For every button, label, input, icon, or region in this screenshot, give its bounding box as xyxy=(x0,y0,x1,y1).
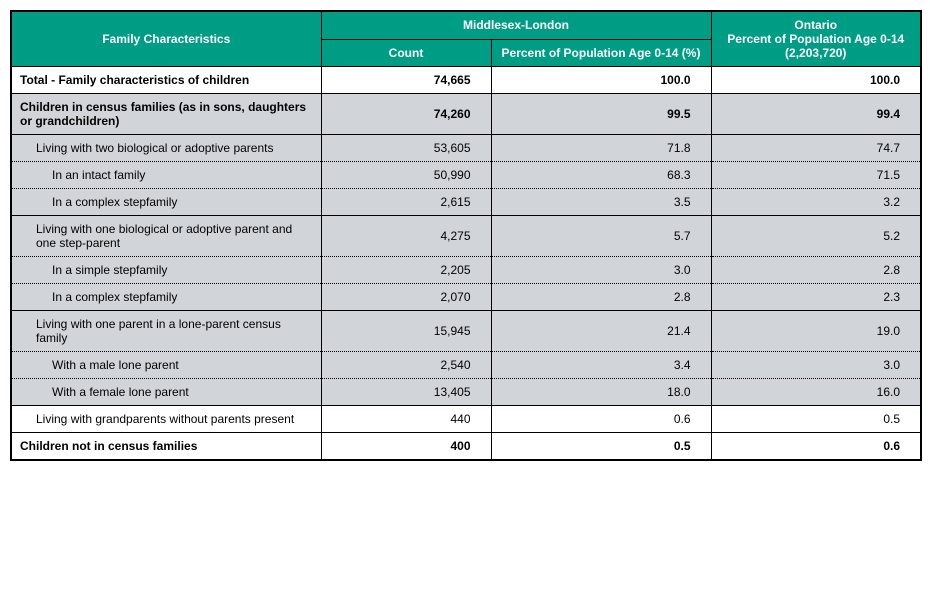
row-pct: 5.7 xyxy=(491,216,711,257)
row-ontario: 2.3 xyxy=(711,284,921,311)
row-ontario: 19.0 xyxy=(711,311,921,352)
table-row: In a complex stepfamily2,0702.82.3 xyxy=(11,284,921,311)
table-row: Total - Family characteristics of childr… xyxy=(11,67,921,94)
row-label: Living with grandparents without parents… xyxy=(11,406,321,433)
row-ontario: 0.6 xyxy=(711,433,921,461)
row-count: 74,260 xyxy=(321,94,491,135)
row-pct: 0.6 xyxy=(491,406,711,433)
row-count: 13,405 xyxy=(321,379,491,406)
table-row: With a male lone parent2,5403.43.0 xyxy=(11,352,921,379)
row-label: In an intact family xyxy=(11,162,321,189)
row-count: 4,275 xyxy=(321,216,491,257)
row-pct: 21.4 xyxy=(491,311,711,352)
row-label: Total - Family characteristics of childr… xyxy=(11,67,321,94)
row-count: 2,540 xyxy=(321,352,491,379)
row-label: Living with one parent in a lone-parent … xyxy=(11,311,321,352)
row-count: 440 xyxy=(321,406,491,433)
row-count: 400 xyxy=(321,433,491,461)
row-label: With a male lone parent xyxy=(11,352,321,379)
table-row: Living with grandparents without parents… xyxy=(11,406,921,433)
row-label: In a complex stepfamily xyxy=(11,284,321,311)
table-row: Living with two biological or adoptive p… xyxy=(11,135,921,162)
row-count: 74,665 xyxy=(321,67,491,94)
table-body: Total - Family characteristics of childr… xyxy=(11,67,921,461)
row-pct: 99.5 xyxy=(491,94,711,135)
row-count: 50,990 xyxy=(321,162,491,189)
table-row: Children not in census families4000.50.6 xyxy=(11,433,921,461)
row-pct: 100.0 xyxy=(491,67,711,94)
row-ontario: 2.8 xyxy=(711,257,921,284)
row-pct: 2.8 xyxy=(491,284,711,311)
row-ontario: 74.7 xyxy=(711,135,921,162)
row-ontario: 99.4 xyxy=(711,94,921,135)
row-label: In a simple stepfamily xyxy=(11,257,321,284)
table-row: Children in census families (as in sons,… xyxy=(11,94,921,135)
row-label: In a complex stepfamily xyxy=(11,189,321,216)
header-ontario-line3: (2,203,720) xyxy=(785,46,846,60)
header-ontario: Ontario Percent of Population Age 0-14 (… xyxy=(711,11,921,67)
family-characteristics-table: Family Characteristics Middlesex-London … xyxy=(10,10,922,461)
header-ontario-line1: Ontario xyxy=(794,18,837,32)
row-pct: 3.4 xyxy=(491,352,711,379)
row-ontario: 0.5 xyxy=(711,406,921,433)
row-ontario: 5.2 xyxy=(711,216,921,257)
row-label: Children in census families (as in sons,… xyxy=(11,94,321,135)
row-pct: 18.0 xyxy=(491,379,711,406)
row-ontario: 3.0 xyxy=(711,352,921,379)
row-label: Living with one biological or adoptive p… xyxy=(11,216,321,257)
header-pct: Percent of Population Age 0-14 (%) xyxy=(491,39,711,67)
row-pct: 71.8 xyxy=(491,135,711,162)
row-pct: 3.0 xyxy=(491,257,711,284)
table-row: In an intact family50,99068.371.5 xyxy=(11,162,921,189)
row-pct: 3.5 xyxy=(491,189,711,216)
row-count: 2,205 xyxy=(321,257,491,284)
header-ontario-line2: Percent of Population Age 0-14 xyxy=(727,32,904,46)
table-row: With a female lone parent13,40518.016.0 xyxy=(11,379,921,406)
table-row: In a complex stepfamily2,6153.53.2 xyxy=(11,189,921,216)
row-pct: 68.3 xyxy=(491,162,711,189)
row-ontario: 3.2 xyxy=(711,189,921,216)
row-ontario: 16.0 xyxy=(711,379,921,406)
table-row: Living with one biological or adoptive p… xyxy=(11,216,921,257)
table-row: Living with one parent in a lone-parent … xyxy=(11,311,921,352)
header-family: Family Characteristics xyxy=(11,11,321,67)
row-ontario: 71.5 xyxy=(711,162,921,189)
row-label: Children not in census families xyxy=(11,433,321,461)
table-header: Family Characteristics Middlesex-London … xyxy=(11,11,921,67)
row-label: Living with two biological or adoptive p… xyxy=(11,135,321,162)
row-count: 53,605 xyxy=(321,135,491,162)
row-count: 15,945 xyxy=(321,311,491,352)
row-pct: 0.5 xyxy=(491,433,711,461)
header-count: Count xyxy=(321,39,491,67)
row-count: 2,615 xyxy=(321,189,491,216)
row-count: 2,070 xyxy=(321,284,491,311)
table-row: In a simple stepfamily2,2053.02.8 xyxy=(11,257,921,284)
row-ontario: 100.0 xyxy=(711,67,921,94)
row-label: With a female lone parent xyxy=(11,379,321,406)
header-ml: Middlesex-London xyxy=(321,11,711,39)
